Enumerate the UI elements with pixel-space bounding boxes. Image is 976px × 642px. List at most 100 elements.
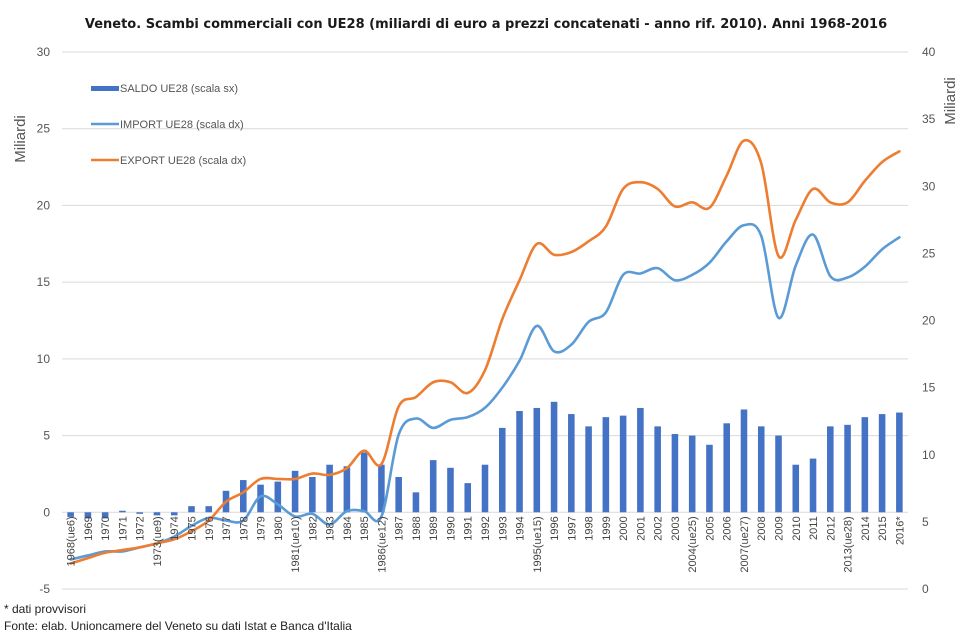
x-tick-label: 1992 bbox=[480, 516, 492, 540]
import-line bbox=[69, 222, 901, 561]
x-tick-label: 1993 bbox=[497, 516, 509, 540]
right-tick-label: 35 bbox=[922, 112, 936, 126]
x-tick-label: 2000 bbox=[618, 516, 630, 540]
saldo-bar bbox=[878, 414, 886, 513]
saldo-bar bbox=[516, 411, 523, 513]
saldo-bar bbox=[170, 512, 178, 516]
x-tick-label: 1976 bbox=[204, 516, 216, 540]
x-tick-label: 2002 bbox=[653, 516, 665, 540]
saldo-bar bbox=[896, 412, 903, 513]
legend: SALDO UE28 (scala sx) IMPORT UE28 (scala… bbox=[91, 83, 246, 167]
saldo-bar bbox=[240, 480, 247, 513]
legend-label-saldo: SALDO UE28 (scala sx) bbox=[120, 83, 238, 95]
right-tick-label: 10 bbox=[922, 448, 936, 462]
x-tick-label: 1989 bbox=[428, 516, 440, 540]
legend-label-export: EXPORT UE28 (scala dx) bbox=[120, 155, 246, 167]
saldo-bar bbox=[827, 426, 834, 513]
x-tick-label: 2005 bbox=[704, 516, 716, 540]
saldo-bar bbox=[309, 476, 316, 513]
saldo-bar bbox=[464, 483, 472, 513]
saldo-bar bbox=[119, 510, 126, 513]
saldo-bar bbox=[257, 484, 264, 513]
right-tick-label: 30 bbox=[922, 179, 936, 193]
saldo-bar bbox=[740, 409, 748, 513]
x-tick-label: 1999 bbox=[601, 516, 613, 540]
x-tick-label: 1973(ue9) bbox=[152, 516, 164, 566]
saldo-bar bbox=[343, 466, 351, 513]
saldo-bar bbox=[205, 506, 213, 513]
saldo-bar bbox=[792, 464, 800, 513]
x-tick-label: 2012 bbox=[825, 516, 837, 540]
left-tick-label: 10 bbox=[37, 352, 51, 366]
x-tick-label: 1996 bbox=[549, 516, 561, 540]
saldo-bar bbox=[326, 464, 333, 513]
x-tick-label: 1983 bbox=[325, 516, 337, 540]
x-tick-label: 2008 bbox=[756, 516, 768, 540]
chart-title: Veneto. Scambi commerciali con UE28 (mil… bbox=[85, 17, 887, 32]
x-tick-label: 1980 bbox=[273, 516, 285, 540]
right-tick-label: 0 bbox=[922, 582, 929, 596]
saldo-bar bbox=[723, 423, 730, 513]
saldo-bar bbox=[809, 458, 817, 513]
saldo-bar bbox=[550, 401, 558, 513]
saldo-bar bbox=[757, 426, 765, 513]
x-tick-label: 2003 bbox=[670, 516, 682, 540]
x-tick-label: 1998 bbox=[584, 516, 596, 540]
saldo-bar bbox=[395, 476, 402, 513]
x-tick-label: 1974 bbox=[169, 516, 181, 540]
left-tick-label: 25 bbox=[37, 122, 51, 136]
saldo-bar bbox=[775, 435, 782, 513]
saldo-bar bbox=[861, 417, 869, 513]
right-tick-label: 15 bbox=[922, 381, 936, 395]
saldo-bar bbox=[568, 414, 575, 513]
x-tick-label: 1971 bbox=[117, 516, 129, 540]
x-tick-label: 1995(ue15) bbox=[532, 516, 544, 572]
x-tick-label: 2007(ue27) bbox=[739, 516, 751, 572]
x-tick-label: 1984 bbox=[342, 516, 354, 540]
x-tick-label: 1991 bbox=[463, 516, 475, 540]
saldo-bar bbox=[637, 407, 644, 513]
x-tick-label: 1985 bbox=[359, 516, 371, 540]
left-tick-label: 20 bbox=[37, 198, 51, 212]
x-tick-label: 2006 bbox=[722, 516, 734, 540]
legend-label-import: IMPORT UE28 (scala dx) bbox=[120, 119, 244, 131]
x-tick-label: 2014 bbox=[860, 516, 872, 540]
left-tick-label: -5 bbox=[39, 582, 50, 596]
saldo-bar bbox=[654, 426, 661, 513]
saldo-bar bbox=[360, 452, 368, 513]
left-axis-ticks: -5 0 5 10 15 20 25 30 bbox=[37, 45, 51, 596]
right-axis-label: Miliardi bbox=[942, 77, 959, 125]
export-line bbox=[69, 138, 901, 565]
x-tick-label: 1975 bbox=[186, 516, 198, 540]
x-tick-label: 1978 bbox=[238, 516, 250, 540]
series-lines bbox=[69, 138, 901, 565]
left-tick-label: 30 bbox=[37, 45, 51, 59]
saldo-bar bbox=[844, 424, 851, 513]
right-tick-label: 20 bbox=[922, 314, 936, 328]
footnote-provisional: * dati provvisori bbox=[4, 602, 87, 616]
right-tick-label: 25 bbox=[922, 246, 936, 260]
saldo-bar bbox=[706, 444, 713, 513]
x-tick-label: 2011 bbox=[808, 516, 820, 540]
x-tick-label: 1969 bbox=[83, 516, 95, 540]
gridlines bbox=[62, 51, 908, 590]
x-tick-label: 1987 bbox=[394, 516, 406, 540]
saldo-bar bbox=[481, 464, 489, 513]
right-tick-label: 40 bbox=[922, 45, 936, 59]
x-tick-label: 2013(ue28) bbox=[843, 516, 855, 572]
left-axis-label: Miliardi bbox=[12, 115, 29, 163]
saldo-bar bbox=[498, 427, 506, 513]
saldo-bar bbox=[101, 512, 109, 519]
saldo-bar bbox=[447, 467, 454, 513]
saldo-bar bbox=[291, 470, 299, 513]
saldo-bar bbox=[188, 506, 195, 513]
saldo-bar bbox=[688, 435, 696, 513]
x-tick-label: 2015 bbox=[877, 516, 889, 540]
saldo-bar bbox=[671, 434, 679, 513]
saldo-bar bbox=[67, 512, 74, 517]
x-tick-label: 1979 bbox=[256, 516, 268, 540]
saldo-bar bbox=[585, 426, 592, 513]
x-tick-label: 1972 bbox=[135, 516, 147, 540]
x-tick-label: 2001 bbox=[635, 516, 647, 540]
